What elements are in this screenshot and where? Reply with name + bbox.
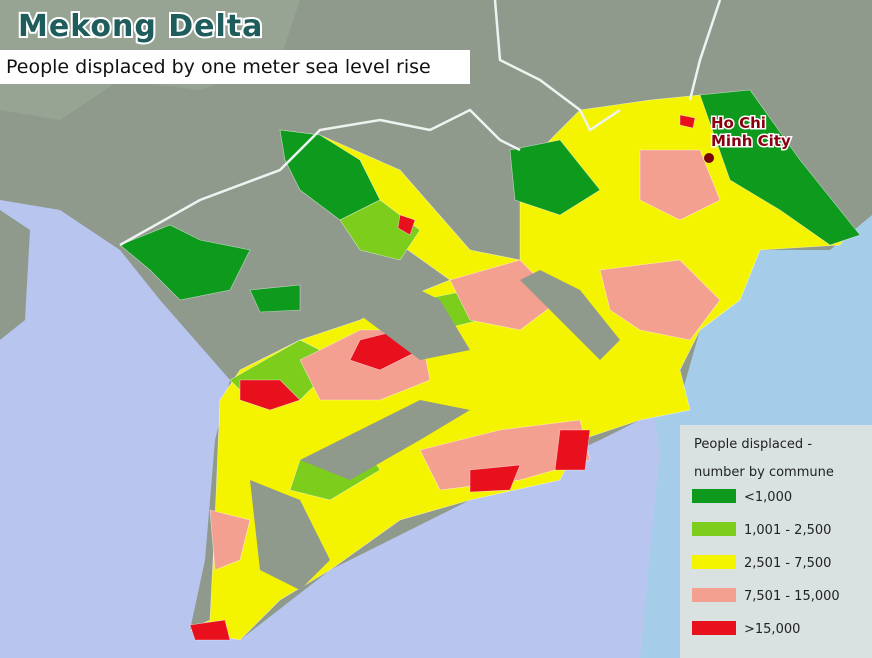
island (0, 210, 30, 340)
communes (119, 89, 861, 641)
legend-swatch (692, 621, 736, 635)
commune-area (699, 89, 861, 246)
river-island (270, 230, 470, 360)
legend-swatch (692, 588, 736, 602)
city-label: Minh City (711, 132, 791, 150)
river-island (250, 480, 330, 590)
commune-area (209, 509, 251, 571)
city-marker (704, 153, 714, 163)
commune-area (469, 464, 521, 493)
commune-area (679, 114, 696, 129)
river-island (520, 270, 620, 360)
legend-title: number by commune (694, 465, 834, 480)
river-island (300, 400, 470, 480)
commune-area (509, 139, 601, 216)
legend-swatch (692, 555, 736, 569)
commune-area (639, 149, 721, 221)
commune-area (554, 429, 591, 471)
commune-area (239, 379, 301, 411)
legend-label: 7,501 - 15,000 (744, 589, 840, 604)
legend-label: >15,000 (744, 622, 800, 637)
legend-items: <1,000 1,001 - 2,500 2,501 - 7,500 7,501 - … (692, 489, 840, 637)
subtitle: People displaced by one meter sea level … (6, 56, 431, 78)
commune-area (419, 419, 591, 491)
legend-swatch (692, 489, 736, 503)
border (119, 0, 722, 247)
title: Mekong Delta (18, 9, 263, 44)
commune-area (397, 214, 416, 236)
commune-area (189, 619, 231, 641)
city-label: Ho Chi (711, 114, 766, 132)
legend-label: <1,000 (744, 490, 792, 505)
legend-box (680, 425, 872, 658)
legend-label: 1,001 - 2,500 (744, 523, 831, 538)
legend-swatch (692, 522, 736, 536)
legend-title: People displaced - (694, 437, 812, 452)
commune-area (119, 224, 251, 301)
subtitle-box (0, 50, 470, 84)
commune-area (249, 284, 301, 313)
commune-area (599, 259, 721, 341)
legend-label: 2,501 - 7,500 (744, 556, 831, 571)
